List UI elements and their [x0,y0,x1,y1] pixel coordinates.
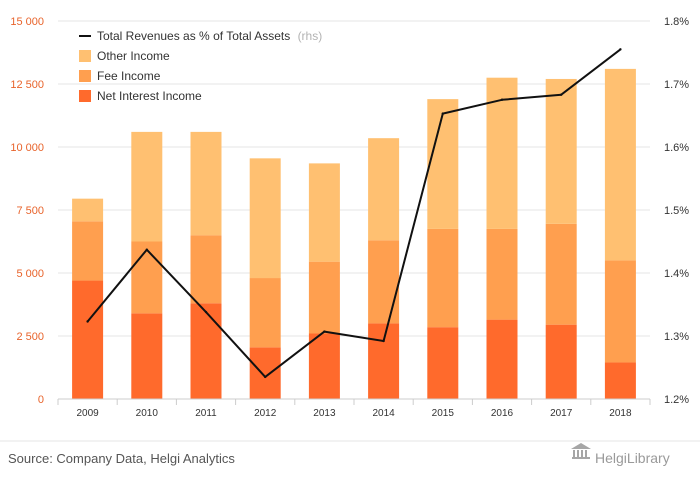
legend-label-net-interest-income: Net Interest Income [97,89,202,103]
bar-net-interest-income-2010[interactable] [131,313,163,399]
bar-fee-income-2013[interactable] [308,261,340,334]
x-axis: 2009 2010 2011 2012 2013 2014 2015 2016 2017 2018 [57,398,651,419]
bar-other-income-2013[interactable] [308,163,340,262]
bars [72,68,636,399]
bar-net-interest-income-2015[interactable] [427,327,459,399]
bar-other-income-2009[interactable] [72,198,104,222]
x-tick-label: 2012 [254,408,277,419]
left-tick-label: 15 000 [10,16,44,28]
legend-swatch-net-interest-income [79,90,91,102]
left-tick-label: 2 500 [16,331,44,343]
right-tick-label: 1.8% [664,16,689,28]
bar-other-income-2017[interactable] [545,78,577,224]
left-tick-label: 0 [38,394,44,406]
bar-other-income-2015[interactable] [427,99,459,229]
legend-label-other-income: Other Income [97,49,170,63]
left-tick-label: 12 500 [10,79,44,91]
bar-net-interest-income-2018[interactable] [604,362,636,399]
x-tick-label: 2009 [76,408,99,419]
bar-fee-income-2015[interactable] [427,228,459,328]
line-point-2015[interactable] [441,112,444,115]
right-tick-label: 1.7% [664,79,689,91]
library-building-icon [571,443,591,459]
bar-fee-income-2011[interactable] [190,235,222,304]
bar-net-interest-income-2016[interactable] [486,319,518,399]
bar-fee-income-2012[interactable] [249,278,281,348]
legend-label-fee-income: Fee Income [97,69,161,83]
line-point-2016[interactable] [500,98,504,101]
line-point-2017[interactable] [560,93,563,96]
source-note: Source: Company Data, Helgi Analytics [8,451,235,466]
right-tick-label: 1.5% [664,205,689,217]
legend-item-other-income[interactable]: Other Income [79,49,170,63]
legend-line-label: Total Revenues as % of Total Assets [97,29,290,43]
bar-fee-income-2018[interactable] [604,260,636,363]
line-point-2011[interactable] [204,310,208,314]
left-axis: 0 2 500 5 000 7 500 10 000 12 500 15 000 [10,16,44,406]
bar-net-interest-income-2009[interactable] [72,280,104,399]
x-tick-label: 2017 [550,408,573,419]
right-tick-label: 1.4% [664,268,689,280]
legend-line-suffix: (rhs) [298,29,323,43]
bar-net-interest-income-2011[interactable] [190,303,222,399]
bar-fee-income-2014[interactable] [368,240,400,324]
bar-other-income-2018[interactable] [604,68,636,261]
line-point-2010[interactable] [145,248,148,251]
bar-net-interest-income-2013[interactable] [308,333,340,399]
left-tick-label: 7 500 [16,205,44,217]
bar-fee-income-2017[interactable] [545,223,577,325]
line-point-2018[interactable] [619,48,622,51]
legend-item-fee-income[interactable]: Fee Income [79,69,161,83]
bar-other-income-2014[interactable] [368,138,400,241]
x-tick-label: 2011 [195,408,217,419]
right-tick-label: 1.6% [664,142,689,154]
bar-other-income-2010[interactable] [131,131,163,242]
x-tick-label: 2018 [609,408,632,419]
svg-text:Total Revenues as % of Total A: Total Revenues as % of Total Assets (rhs… [97,29,322,43]
x-tick-label: 2010 [136,408,159,419]
helgi-library-logo: HelgiLibrary [571,443,670,466]
brand-name: HelgiLibrary [595,450,670,466]
x-tick-label: 2015 [432,408,455,419]
line-point-2014[interactable] [382,339,385,343]
bar-other-income-2012[interactable] [249,158,281,279]
bar-other-income-2011[interactable] [190,131,222,236]
bar-fee-income-2009[interactable] [72,221,104,281]
bar-net-interest-income-2014[interactable] [368,323,400,399]
x-tick-label: 2013 [313,408,336,419]
legend-item-net-interest-income[interactable]: Net Interest Income [79,89,202,103]
legend-item-line[interactable]: Total Revenues as % of Total Assets (rhs… [79,29,322,43]
revenue-ratio-line[interactable] [86,48,622,378]
x-tick-label: 2016 [491,408,514,419]
right-tick-label: 1.2% [664,394,689,406]
bar-fee-income-2010[interactable] [131,241,163,314]
right-tick-label: 1.3% [664,331,689,343]
bar-net-interest-income-2017[interactable] [545,324,577,399]
line-point-2009[interactable] [86,320,89,323]
line-series [86,48,622,379]
legend-swatch-other-income [79,50,91,62]
legend-swatch-fee-income [79,70,91,82]
line-point-2013[interactable] [323,330,326,333]
line-point-2012[interactable] [264,375,267,379]
right-axis: 1.2% 1.3% 1.4% 1.5% 1.6% 1.7% 1.8% [664,16,689,406]
left-tick-label: 10 000 [10,142,44,154]
left-tick-label: 5 000 [16,268,44,280]
x-tick-label: 2014 [372,408,395,419]
bar-fee-income-2016[interactable] [486,228,518,320]
bar-net-interest-income-2012[interactable] [249,347,281,399]
legend: Total Revenues as % of Total Assets (rhs… [79,29,322,103]
